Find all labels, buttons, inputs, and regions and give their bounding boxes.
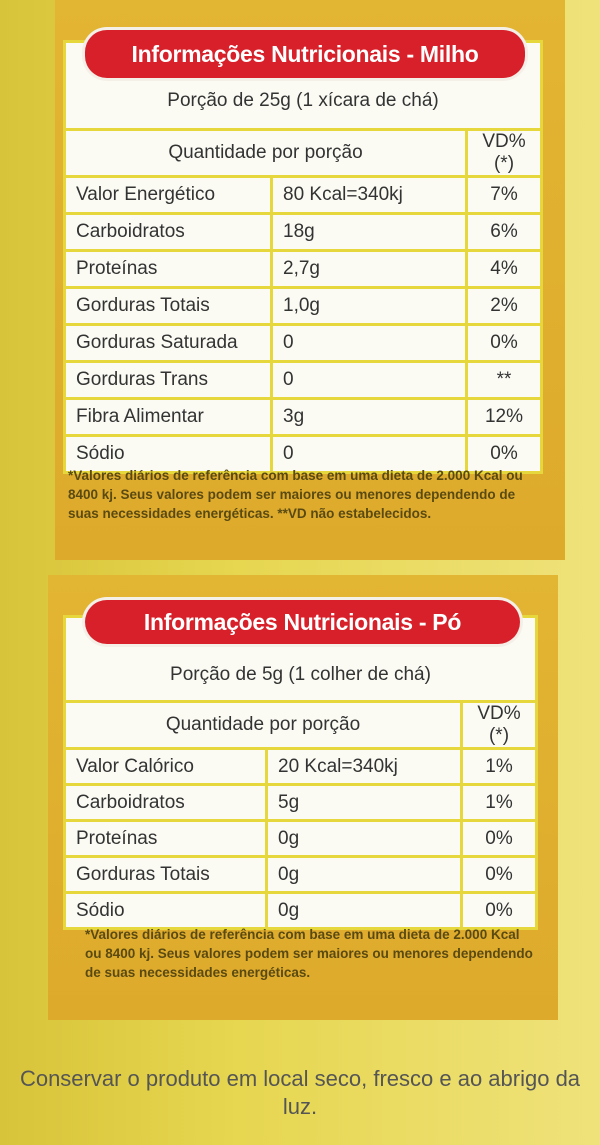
nutrient-cell: Gorduras Trans <box>63 360 273 400</box>
vd-cell: 1% <box>460 747 538 786</box>
table-row: Proteínas 0g 0% <box>63 819 538 858</box>
nutrient-cell: Valor Calórico <box>63 747 268 786</box>
amount-cell: 20 Kcal=340kj <box>265 747 463 786</box>
amount-cell: 3g <box>270 397 468 437</box>
amount-cell: 1,0g <box>270 286 468 326</box>
table-row: Carboidratos 18g 6% <box>63 212 543 252</box>
table-row: Gorduras Saturada 0 0% <box>63 323 543 363</box>
vd-cell: 12% <box>465 397 543 437</box>
amount-cell: 0g <box>265 855 463 894</box>
vd-cell: 6% <box>465 212 543 252</box>
milho-note: *Valores diários de referência com base … <box>68 468 523 521</box>
storage-instructions: Conservar o produto em local seco, fresc… <box>19 1066 581 1119</box>
vd-cell: 0% <box>465 323 543 363</box>
po-note: *Valores diários de referência com base … <box>85 927 533 980</box>
amount-cell: 0g <box>265 819 463 858</box>
milho-header: Quantidade por porção <box>63 128 468 178</box>
table-row: Valor Energético 80 Kcal=340kj 7% <box>63 175 543 215</box>
nutrient-cell: Carboidratos <box>63 212 273 252</box>
nutrient-cell: Proteínas <box>63 819 268 858</box>
po-header: Quantidade por porção <box>63 700 463 750</box>
amount-cell: 5g <box>265 783 463 822</box>
milho-vd-header: VD%(*) <box>465 128 543 178</box>
nutrient-cell: Carboidratos <box>63 783 268 822</box>
vd-cell: 0% <box>460 891 538 930</box>
nutrient-cell: Gorduras Totais <box>63 855 268 894</box>
table-row: Valor Calórico 20 Kcal=340kj 1% <box>63 747 538 786</box>
table-row: Gorduras Trans 0 ** <box>63 360 543 400</box>
vd-cell: 1% <box>460 783 538 822</box>
table-row: Sódio 0g 0% <box>63 891 538 930</box>
vd-cell: 0% <box>460 819 538 858</box>
vd-cell: ** <box>465 360 543 400</box>
amount-cell: 2,7g <box>270 249 468 289</box>
vd-cell: 0% <box>465 434 543 474</box>
nutrient-cell: Fibra Alimentar <box>63 397 273 437</box>
milho-table: Quantidade por porção VD%(*) Valor Energét… <box>63 128 543 474</box>
vd-cell: 2% <box>465 286 543 326</box>
po-title: Informações Nutricionais - Pó <box>85 600 520 644</box>
table-row: Carboidratos 5g 1% <box>63 783 538 822</box>
po-table: Quantidade por porção VD%(*) Valor Calóric… <box>63 700 538 930</box>
nutrient-cell: Sódio <box>63 891 268 930</box>
nutrient-cell: Sódio <box>63 434 273 474</box>
table-row: Sódio 0 0% <box>63 434 543 474</box>
nutrient-cell: Valor Energético <box>63 175 273 215</box>
milho-title: Informações Nutricionais - Milho <box>85 30 525 78</box>
milho-portion: Porção de 25g (1 xícara de chá) <box>167 90 439 111</box>
nutrient-cell: Proteínas <box>63 249 273 289</box>
table-row: Gorduras Totais 1,0g 2% <box>63 286 543 326</box>
amount-cell: 0 <box>270 360 468 400</box>
amount-cell: 0 <box>270 323 468 363</box>
table-row: Gorduras Totais 0g 0% <box>63 855 538 894</box>
table-row: Fibra Alimentar 3g 12% <box>63 397 543 437</box>
vd-cell: 4% <box>465 249 543 289</box>
po-portion: Porção de 5g (1 colher de chá) <box>170 664 431 685</box>
amount-cell: 80 Kcal=340kj <box>270 175 468 215</box>
amount-cell: 0g <box>265 891 463 930</box>
nutrient-cell: Gorduras Saturada <box>63 323 273 363</box>
po-vd-header: VD%(*) <box>460 700 538 750</box>
amount-cell: 0 <box>270 434 468 474</box>
vd-cell: 7% <box>465 175 543 215</box>
nutrient-cell: Gorduras Totais <box>63 286 273 326</box>
table-row: Proteínas 2,7g 4% <box>63 249 543 289</box>
vd-cell: 0% <box>460 855 538 894</box>
amount-cell: 18g <box>270 212 468 252</box>
